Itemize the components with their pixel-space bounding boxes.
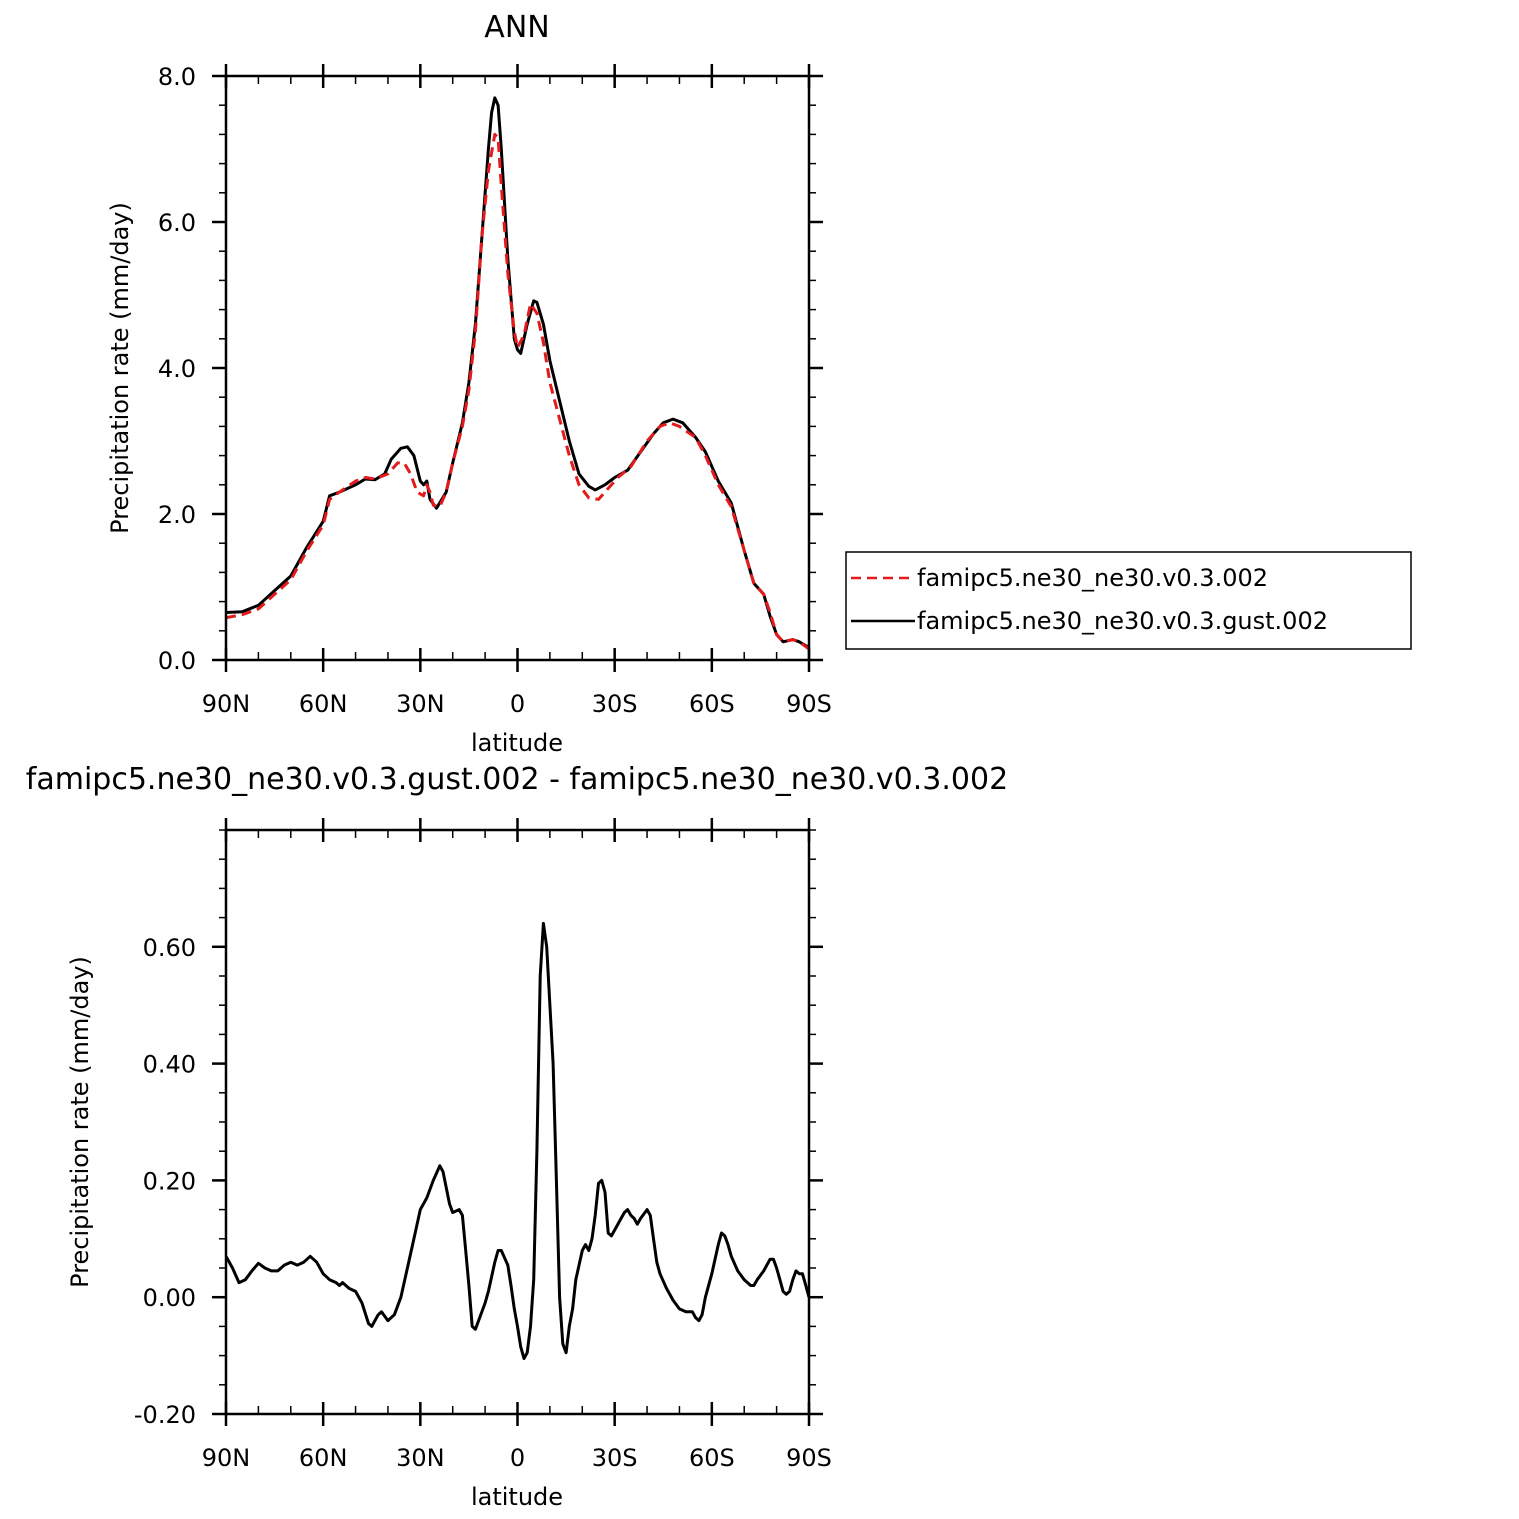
bottom-chart-title: famipc5.ne30_ne30.v0.3.gust.002 - famipc… bbox=[26, 762, 1008, 797]
x-tick-label: 0 bbox=[510, 690, 525, 718]
y-tick-label: 0.20 bbox=[143, 1167, 196, 1195]
bottom-panel: famipc5.ne30_ne30.v0.3.gust.002 - famipc… bbox=[26, 762, 1008, 1511]
x-tick-label: 60N bbox=[299, 1444, 348, 1472]
legend-box bbox=[845, 551, 1412, 650]
legend-label-gust: famipc5.ne30_ne30.v0.3.gust.002 bbox=[917, 607, 1328, 635]
bottom-x-axis-label: latitude bbox=[471, 1483, 563, 1511]
x-tick-label: 30N bbox=[396, 1444, 445, 1472]
top-plot-frame bbox=[224, 74, 811, 662]
x-tick-label: 60N bbox=[299, 690, 348, 718]
y-tick-label: -0.20 bbox=[134, 1401, 196, 1429]
legend: famipc5.ne30_ne30.v0.3.002 famipc5.ne30_… bbox=[845, 551, 1412, 650]
y-tick-label: 4.0 bbox=[158, 355, 196, 383]
x-tick-label: 30S bbox=[592, 1444, 638, 1472]
x-tick-label: 90N bbox=[202, 690, 251, 718]
top-x-axis-label: latitude bbox=[471, 729, 563, 757]
y-tick-label: 0.00 bbox=[143, 1284, 196, 1312]
x-tick-label: 0 bbox=[510, 1444, 525, 1472]
x-tick-label: 30N bbox=[396, 690, 445, 718]
top-series-line-1 bbox=[226, 96, 809, 649]
x-tick-label: 90S bbox=[786, 1444, 832, 1472]
y-tick-label: 8.0 bbox=[158, 63, 196, 91]
top-series-line-0 bbox=[226, 132, 809, 651]
y-tick-label: 2.0 bbox=[158, 501, 196, 529]
y-tick-label: 0.0 bbox=[158, 647, 196, 675]
x-tick-label: 90N bbox=[202, 1444, 251, 1472]
top-plot-area bbox=[226, 96, 809, 651]
bottom-series-line-0 bbox=[226, 921, 809, 1360]
top-tick-labels: 90N 60N 30N 0 30S 60S 90S 0.0 2.0 4.0 6.0 8.0 bbox=[158, 63, 832, 718]
bottom-y-axis-label: Precipitation rate (mm/day) bbox=[66, 956, 94, 1288]
bottom-plot-area bbox=[226, 921, 809, 1360]
bottom-tick-labels: 90N 60N 30N 0 30S 60S 90S -0.20 0.00 0.20 0.40 0.60 bbox=[134, 934, 832, 1472]
x-tick-label: 60S bbox=[689, 690, 735, 718]
top-chart-title: ANN bbox=[484, 10, 549, 45]
bottom-plot-frame bbox=[224, 828, 811, 1416]
top-panel: ANN 90N 60N 30N 0 30S 60S 90S 0.0 2.0 4.0 6.0 8.0 l… bbox=[106, 10, 1412, 757]
y-tick-label: 6.0 bbox=[158, 209, 196, 237]
x-tick-label: 90S bbox=[786, 690, 832, 718]
y-tick-label: 0.60 bbox=[143, 934, 196, 962]
x-tick-label: 60S bbox=[689, 1444, 735, 1472]
x-tick-label: 30S bbox=[592, 690, 638, 718]
legend-label-control: famipc5.ne30_ne30.v0.3.002 bbox=[917, 564, 1268, 592]
top-y-axis-label: Precipitation rate (mm/day) bbox=[106, 202, 134, 534]
y-tick-label: 0.40 bbox=[143, 1051, 196, 1079]
top-axis-ticks bbox=[212, 64, 823, 672]
